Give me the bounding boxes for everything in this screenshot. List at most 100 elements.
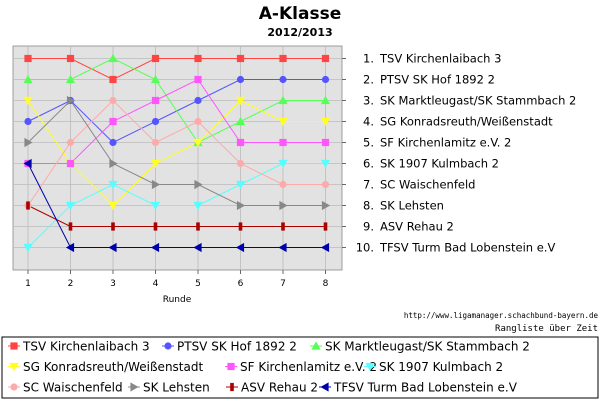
legend-marker xyxy=(311,341,321,350)
series-6-point xyxy=(23,243,33,253)
series-markers xyxy=(23,53,331,253)
series-lines xyxy=(27,57,326,248)
rank-team-label: PTSV SK Hof 1892 2 xyxy=(380,73,495,87)
legend-box xyxy=(1,336,599,399)
series-4-point xyxy=(278,117,288,127)
x-tick-label: 6 xyxy=(238,279,244,289)
series-9-point xyxy=(281,222,285,231)
x-axis-label: Runde xyxy=(163,295,192,305)
series-2-point xyxy=(151,117,160,126)
legend-marker xyxy=(130,382,139,392)
series-5-point xyxy=(194,75,202,84)
series-3-point xyxy=(108,53,118,63)
series-4-line xyxy=(27,99,326,207)
series-1-point xyxy=(236,54,245,63)
legend-marker xyxy=(9,362,19,372)
series-6-point xyxy=(320,159,331,169)
series-9-point xyxy=(111,222,115,231)
series-8-point xyxy=(151,179,161,190)
source-url: http://www.ligamanager.schachbund-bayern… xyxy=(404,311,599,320)
series-10-point xyxy=(278,242,287,253)
series-7-point xyxy=(321,180,330,189)
rank-team-label: SK Marktleugast/SK Stammbach 2 xyxy=(380,94,576,108)
series-10-point xyxy=(193,242,202,253)
rank-number: 10. xyxy=(356,241,374,255)
series-10-point xyxy=(150,242,160,253)
series-6-point xyxy=(235,180,246,190)
x-tick-label: 7 xyxy=(280,279,286,289)
series-6-point xyxy=(193,201,203,211)
legend-entry-label: SK Lehsten xyxy=(143,381,210,395)
series-1-point xyxy=(24,54,32,63)
series-10-point xyxy=(65,242,75,253)
legend: TSV Kirchenlaibach 3 PTSV SK Hof 1892 2 SK… xyxy=(1,336,599,399)
series-5-point xyxy=(236,138,245,147)
rank-number: 9. xyxy=(363,220,374,234)
series-5-point xyxy=(151,96,160,105)
rank-number: 8. xyxy=(363,199,374,213)
rank-team-label: SG Konradsreuth/Weißenstadt xyxy=(380,115,553,129)
legend-entry-label: SF Kirchenlamitz e.V. 2 xyxy=(240,360,377,374)
legend-entry-label: PTSV SK Hof 1892 2 xyxy=(177,340,297,354)
series-9-point xyxy=(26,201,30,210)
rank-number: 6. xyxy=(363,157,374,171)
series-7-point xyxy=(236,159,245,168)
series-8-point xyxy=(321,200,331,211)
legend-marker xyxy=(10,342,18,350)
series-2-point xyxy=(236,75,245,84)
legend-entry-label: SK Marktleugast/SK Stammbach 2 xyxy=(325,340,530,354)
series-10-point xyxy=(235,242,245,253)
rank-team-label: TFSV Turm Bad Lobenstein e.V xyxy=(379,241,555,255)
x-axis-ticks: 1 2 3 4 5 6 7 8 xyxy=(25,270,329,289)
series-8-point xyxy=(236,200,246,211)
rank-number: 3. xyxy=(363,94,374,108)
series-3-line xyxy=(28,57,326,144)
series-2-point xyxy=(24,117,32,126)
legend-entry-label: TFSV Turm Bad Lobenstein e.V xyxy=(333,381,518,395)
series-3-point xyxy=(65,74,76,84)
rank-number: 7. xyxy=(363,178,374,192)
series-9-line xyxy=(27,205,326,227)
chart-subtitle: 2012/2013 xyxy=(267,26,332,39)
plot-area: 1 2 3 4 5 6 7 8 xyxy=(12,45,343,289)
x-tick-label: 2 xyxy=(68,279,74,289)
plot-background xyxy=(12,45,343,271)
series-7-line xyxy=(27,99,326,206)
chart-caption: Rangliste über Zeit xyxy=(495,324,598,334)
series-6-point xyxy=(108,180,118,190)
series-3-point xyxy=(235,116,246,126)
series-4-point xyxy=(320,117,331,127)
legend-entry-label: ASV Rehau 2 xyxy=(241,381,318,395)
rank-team-label: ASV Rehau 2 xyxy=(380,220,454,234)
legend-entry-label: SK 1907 Kulmbach 2 xyxy=(379,360,503,374)
legend-marker xyxy=(230,382,234,392)
series-8-point xyxy=(24,137,33,148)
series-1-point xyxy=(321,54,330,63)
rank-number: 2. xyxy=(363,73,374,87)
series-1-point xyxy=(151,54,160,63)
x-tick-label: 8 xyxy=(323,279,329,289)
series-6-point xyxy=(278,159,288,169)
legend-entry-label: SG Konradsreuth/Weißenstadt xyxy=(23,360,203,374)
series-2-point xyxy=(194,96,202,105)
series-9-point xyxy=(323,222,328,231)
series-9-point xyxy=(153,222,158,231)
series-6-point xyxy=(65,201,76,211)
series-4-point xyxy=(150,159,161,169)
rank-number: 4. xyxy=(363,115,374,129)
legend-marker xyxy=(365,362,375,372)
series-8-point xyxy=(66,95,76,106)
rank-team-label: TSV Kirchenlaibach 3 xyxy=(379,52,501,66)
rank-number: 5. xyxy=(363,136,374,150)
series-9-point xyxy=(238,222,243,231)
series-5-point xyxy=(279,138,287,147)
series-1-point xyxy=(279,54,287,63)
legend-marker xyxy=(10,383,18,391)
series-5-point xyxy=(321,138,330,147)
legend-entry-label: TSV Kirchenlaibach 3 xyxy=(22,340,150,354)
series-7-point xyxy=(109,96,117,105)
series-2-point xyxy=(321,75,330,84)
legend-marker xyxy=(320,382,329,392)
series-7-point xyxy=(194,117,202,126)
legend-marker xyxy=(227,362,235,371)
